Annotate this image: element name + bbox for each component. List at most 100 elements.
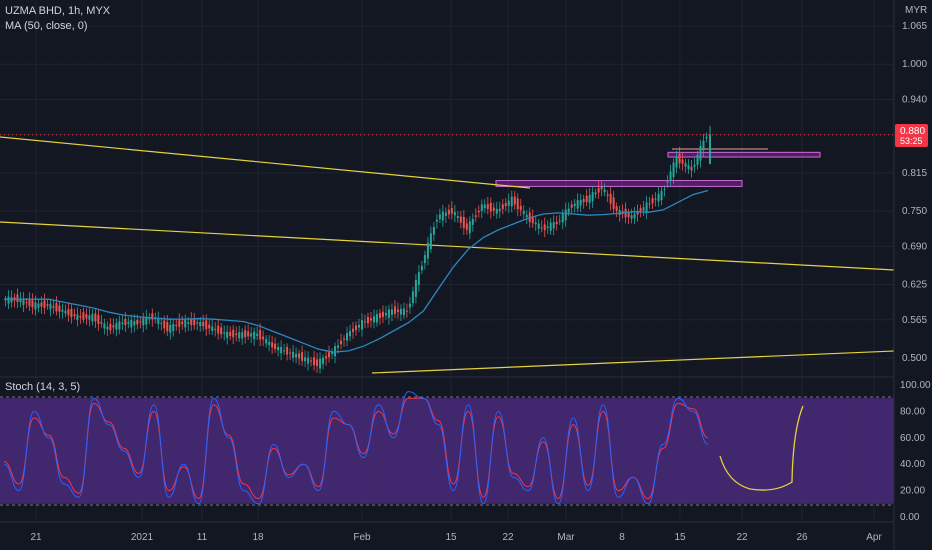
candle-body <box>16 294 19 303</box>
candle-body <box>61 309 64 312</box>
candle-body <box>666 181 669 183</box>
candles <box>4 125 711 374</box>
candle-body <box>435 219 438 222</box>
candle-body <box>453 212 456 216</box>
candle-body <box>208 324 211 329</box>
stoch-band <box>0 398 894 504</box>
candle-body <box>85 314 88 319</box>
time-axis[interactable]: 21 2021 11 18 Feb 15 22 Mar 8 15 22 26 Apr <box>30 532 882 543</box>
candle-body <box>648 203 651 205</box>
candle-body <box>540 227 543 229</box>
candle-body <box>570 204 573 208</box>
candle-body <box>241 332 244 339</box>
candle-body <box>468 221 471 234</box>
price-axis[interactable]: 1.065 1.000 0.940 0.815 0.750 0.690 0.625 0.565… <box>902 21 927 364</box>
stoch-axis[interactable]: 100.00 80.00 60.00 40.00 20.00 0.00 <box>900 380 931 523</box>
candle-body <box>196 322 199 324</box>
candle-body <box>690 166 693 171</box>
candle-body <box>669 171 672 181</box>
candle-body <box>325 356 328 359</box>
symbol-title[interactable]: UZMA BHD, 1h, MYX <box>5 5 111 17</box>
candle-body <box>693 164 696 167</box>
candle-body <box>64 310 67 314</box>
candle-body <box>205 320 208 330</box>
candle-body <box>229 331 232 337</box>
time-tick-label: Feb <box>353 532 371 543</box>
price-label-bg <box>895 124 928 147</box>
candle-body <box>612 197 615 210</box>
stoch-legend[interactable]: Stoch (14, 3, 5) <box>5 381 80 393</box>
candle-body <box>531 216 534 224</box>
time-tick-label: 26 <box>796 532 808 543</box>
candle-body <box>340 340 343 345</box>
ma-legend[interactable]: MA (50, close, 0) <box>5 20 88 32</box>
candle-body <box>91 314 94 322</box>
candle-body <box>271 342 274 348</box>
candle-body <box>492 207 495 211</box>
candle-body <box>148 318 151 320</box>
price-tick-label: 1.065 <box>902 21 927 32</box>
candle-body <box>94 313 97 322</box>
candle-body <box>52 306 55 308</box>
candle-body <box>349 331 352 337</box>
candle-body <box>441 211 444 221</box>
candle-body <box>516 198 519 210</box>
candle-body <box>160 322 163 324</box>
candle-body <box>420 265 423 271</box>
candle-body <box>163 320 166 329</box>
price-label-countdown: 53:25 <box>900 136 923 146</box>
candle-body <box>283 350 286 352</box>
stoch-projection-curve <box>719 405 804 491</box>
candle-body <box>450 208 453 214</box>
candle-body <box>304 357 307 362</box>
trendline <box>371 350 895 374</box>
candle-body <box>702 140 705 151</box>
candle-body <box>31 300 34 308</box>
candle-body <box>280 347 283 354</box>
candle-body <box>411 291 414 304</box>
candle-body <box>576 200 579 209</box>
candle-body <box>334 346 337 357</box>
candle-body <box>130 319 133 328</box>
candle-body <box>600 186 603 190</box>
trendlines <box>0 136 895 374</box>
candle-body <box>633 213 636 219</box>
candle-body <box>115 323 118 330</box>
candle-body <box>274 343 277 349</box>
candle-body <box>417 272 420 285</box>
candle-body <box>223 332 226 334</box>
candle-body <box>699 145 702 161</box>
candle-body <box>256 333 259 336</box>
candle-body <box>106 326 109 330</box>
price-tick-label: 0.750 <box>902 206 927 217</box>
candle-body <box>414 279 417 297</box>
price-label-value: 0.880 <box>900 126 925 137</box>
time-tick-label: 11 <box>197 532 208 543</box>
candle-body <box>588 194 591 203</box>
candle-body <box>615 206 618 212</box>
time-tick-label: 2021 <box>131 532 154 543</box>
candle-body <box>555 221 558 225</box>
candle-body <box>58 305 61 312</box>
candle-body <box>145 316 148 325</box>
candle-body <box>513 196 516 205</box>
candle-body <box>22 298 25 305</box>
time-tick-label: 8 <box>619 532 625 543</box>
candle-body <box>627 212 630 218</box>
candle-body <box>121 322 124 325</box>
candle-body <box>133 321 136 326</box>
candle-body <box>645 202 648 213</box>
candle-body <box>663 188 666 190</box>
candle-body <box>501 204 504 210</box>
candle-body <box>346 333 349 341</box>
candle-body <box>564 209 567 221</box>
candle-body <box>462 216 465 229</box>
candle-body <box>169 325 172 333</box>
candle-body <box>127 322 130 324</box>
time-tick-label: 22 <box>736 532 748 543</box>
candle-body <box>124 318 127 326</box>
candle-body <box>190 318 193 326</box>
candle-body <box>709 134 711 165</box>
candle-body <box>522 210 525 215</box>
